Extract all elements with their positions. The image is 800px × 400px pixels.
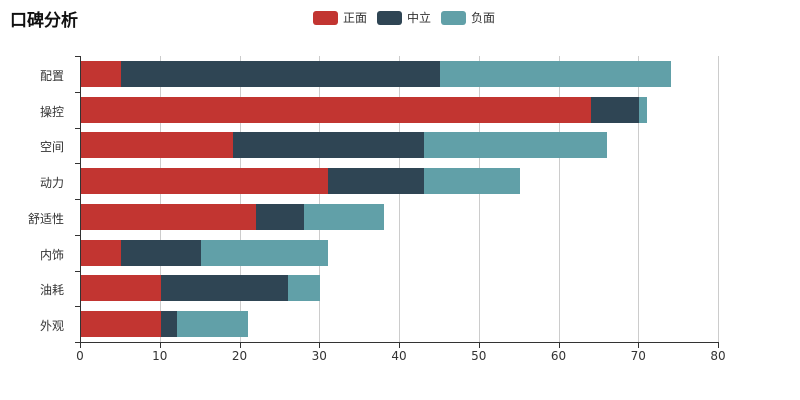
y-axis-label-内饰: 内饰 <box>39 247 64 262</box>
bar-segment-配置-中立[interactable] <box>120 60 440 87</box>
y-axis-label-动力: 动力 <box>39 176 64 191</box>
bar-segment-动力-正面[interactable] <box>81 168 329 195</box>
y-axis-label-操控: 操控 <box>39 104 64 119</box>
bar-segment-操控-中立[interactable] <box>591 96 640 123</box>
bar-segment-舒适性-正面[interactable] <box>81 203 257 230</box>
x-axis-label-60: 60 <box>550 349 567 363</box>
y-axis-tick <box>75 127 80 129</box>
gridline-x-30 <box>319 56 321 342</box>
legend-label: 正面 <box>343 11 368 25</box>
y-axis-tick <box>75 163 80 165</box>
chart-title: 口碑分析 <box>10 11 78 31</box>
bar-segment-空间-正面[interactable] <box>81 132 233 159</box>
bar-操控 <box>81 96 648 123</box>
bar-配置 <box>81 60 672 87</box>
bar-segment-外观-中立[interactable] <box>160 311 177 338</box>
bar-segment-空间-负面[interactable] <box>423 132 608 159</box>
bar-segment-舒适性-负面[interactable] <box>304 203 385 230</box>
gridline-x-20 <box>239 56 241 342</box>
bar-segment-内饰-负面[interactable] <box>200 239 329 266</box>
bar-segment-动力-负面[interactable] <box>423 168 520 195</box>
x-axis-tick <box>558 343 560 348</box>
x-axis-label-40: 40 <box>391 349 407 363</box>
y-axis-line <box>80 56 81 343</box>
bar-segment-内饰-中立[interactable] <box>120 239 201 266</box>
plot-area <box>80 56 719 342</box>
y-axis-tick <box>75 342 80 343</box>
x-axis-tick <box>478 343 480 348</box>
bar-segment-油耗-中立[interactable] <box>160 275 289 302</box>
y-axis-tick <box>75 56 80 57</box>
legend-swatch-icon <box>313 10 338 25</box>
bar-segment-操控-正面[interactable] <box>81 96 592 123</box>
gridline-x-80 <box>718 56 719 342</box>
gridline-x-60 <box>558 56 560 342</box>
bar-油耗 <box>81 275 321 302</box>
gridline-x-50 <box>478 56 480 342</box>
x-axis-label-10: 10 <box>152 349 168 363</box>
gridline-x-40 <box>399 56 400 342</box>
bar-动力 <box>81 168 520 195</box>
x-axis-label-30: 30 <box>311 349 327 363</box>
y-axis-label-空间: 空间 <box>39 140 64 155</box>
y-axis-label-舒适性: 舒适性 <box>27 211 64 226</box>
legend-item-3[interactable]: 负面 <box>441 9 495 26</box>
x-axis-line <box>80 342 719 343</box>
y-axis-tick <box>75 91 80 93</box>
legend-label: 负面 <box>471 11 496 25</box>
bar-segment-操控-负面[interactable] <box>639 96 648 123</box>
bar-segment-配置-正面[interactable] <box>81 60 121 87</box>
y-axis-tick <box>75 199 80 200</box>
bar-内饰 <box>81 239 329 266</box>
legend-swatch-icon <box>441 10 467 25</box>
bar-segment-空间-中立[interactable] <box>232 132 424 159</box>
y-axis-tick <box>75 270 80 272</box>
x-axis-tick <box>399 343 400 348</box>
x-axis-tick <box>80 343 81 348</box>
legend-item-1[interactable]: 正面 <box>313 9 367 26</box>
chart-legend: 正面 中立 负面 <box>313 9 495 26</box>
bar-舒适性 <box>81 203 385 230</box>
bar-segment-配置-负面[interactable] <box>439 60 672 87</box>
x-axis-tick <box>239 343 241 348</box>
bar-segment-油耗-正面[interactable] <box>81 275 161 302</box>
bar-segment-舒适性-中立[interactable] <box>256 203 305 230</box>
bar-segment-动力-中立[interactable] <box>328 168 424 195</box>
x-axis-label-50: 50 <box>471 349 487 363</box>
y-axis-tick <box>75 306 80 308</box>
bar-segment-外观-负面[interactable] <box>176 311 249 338</box>
x-axis-tick <box>718 343 719 348</box>
y-axis-label-配置: 配置 <box>39 68 64 83</box>
x-axis-label-0: 0 <box>76 349 84 363</box>
y-axis-labels: 配置操控空间动力舒适性内饰油耗外观 <box>0 56 72 342</box>
legend-label: 中立 <box>407 11 432 25</box>
legend-swatch-icon <box>377 10 403 25</box>
bar-segment-内饰-正面[interactable] <box>81 239 121 266</box>
gridline-x-10 <box>159 56 161 342</box>
x-axis-tick <box>638 343 640 348</box>
bar-segment-外观-正面[interactable] <box>81 311 161 338</box>
y-axis-tick <box>75 234 80 236</box>
bar-外观 <box>81 311 249 338</box>
y-axis-label-外观: 外观 <box>39 319 64 334</box>
gridline-x-70 <box>638 56 640 342</box>
legend-item-2[interactable]: 中立 <box>377 9 431 26</box>
x-axis-tick <box>159 343 161 348</box>
bar-空间 <box>81 132 608 159</box>
x-axis-tick <box>319 343 321 348</box>
x-axis-label-80: 80 <box>710 349 726 363</box>
x-axis-label-20: 20 <box>231 349 248 363</box>
x-axis-label-70: 70 <box>630 349 646 363</box>
bar-segment-油耗-负面[interactable] <box>288 275 321 302</box>
y-axis-label-油耗: 油耗 <box>39 283 64 298</box>
